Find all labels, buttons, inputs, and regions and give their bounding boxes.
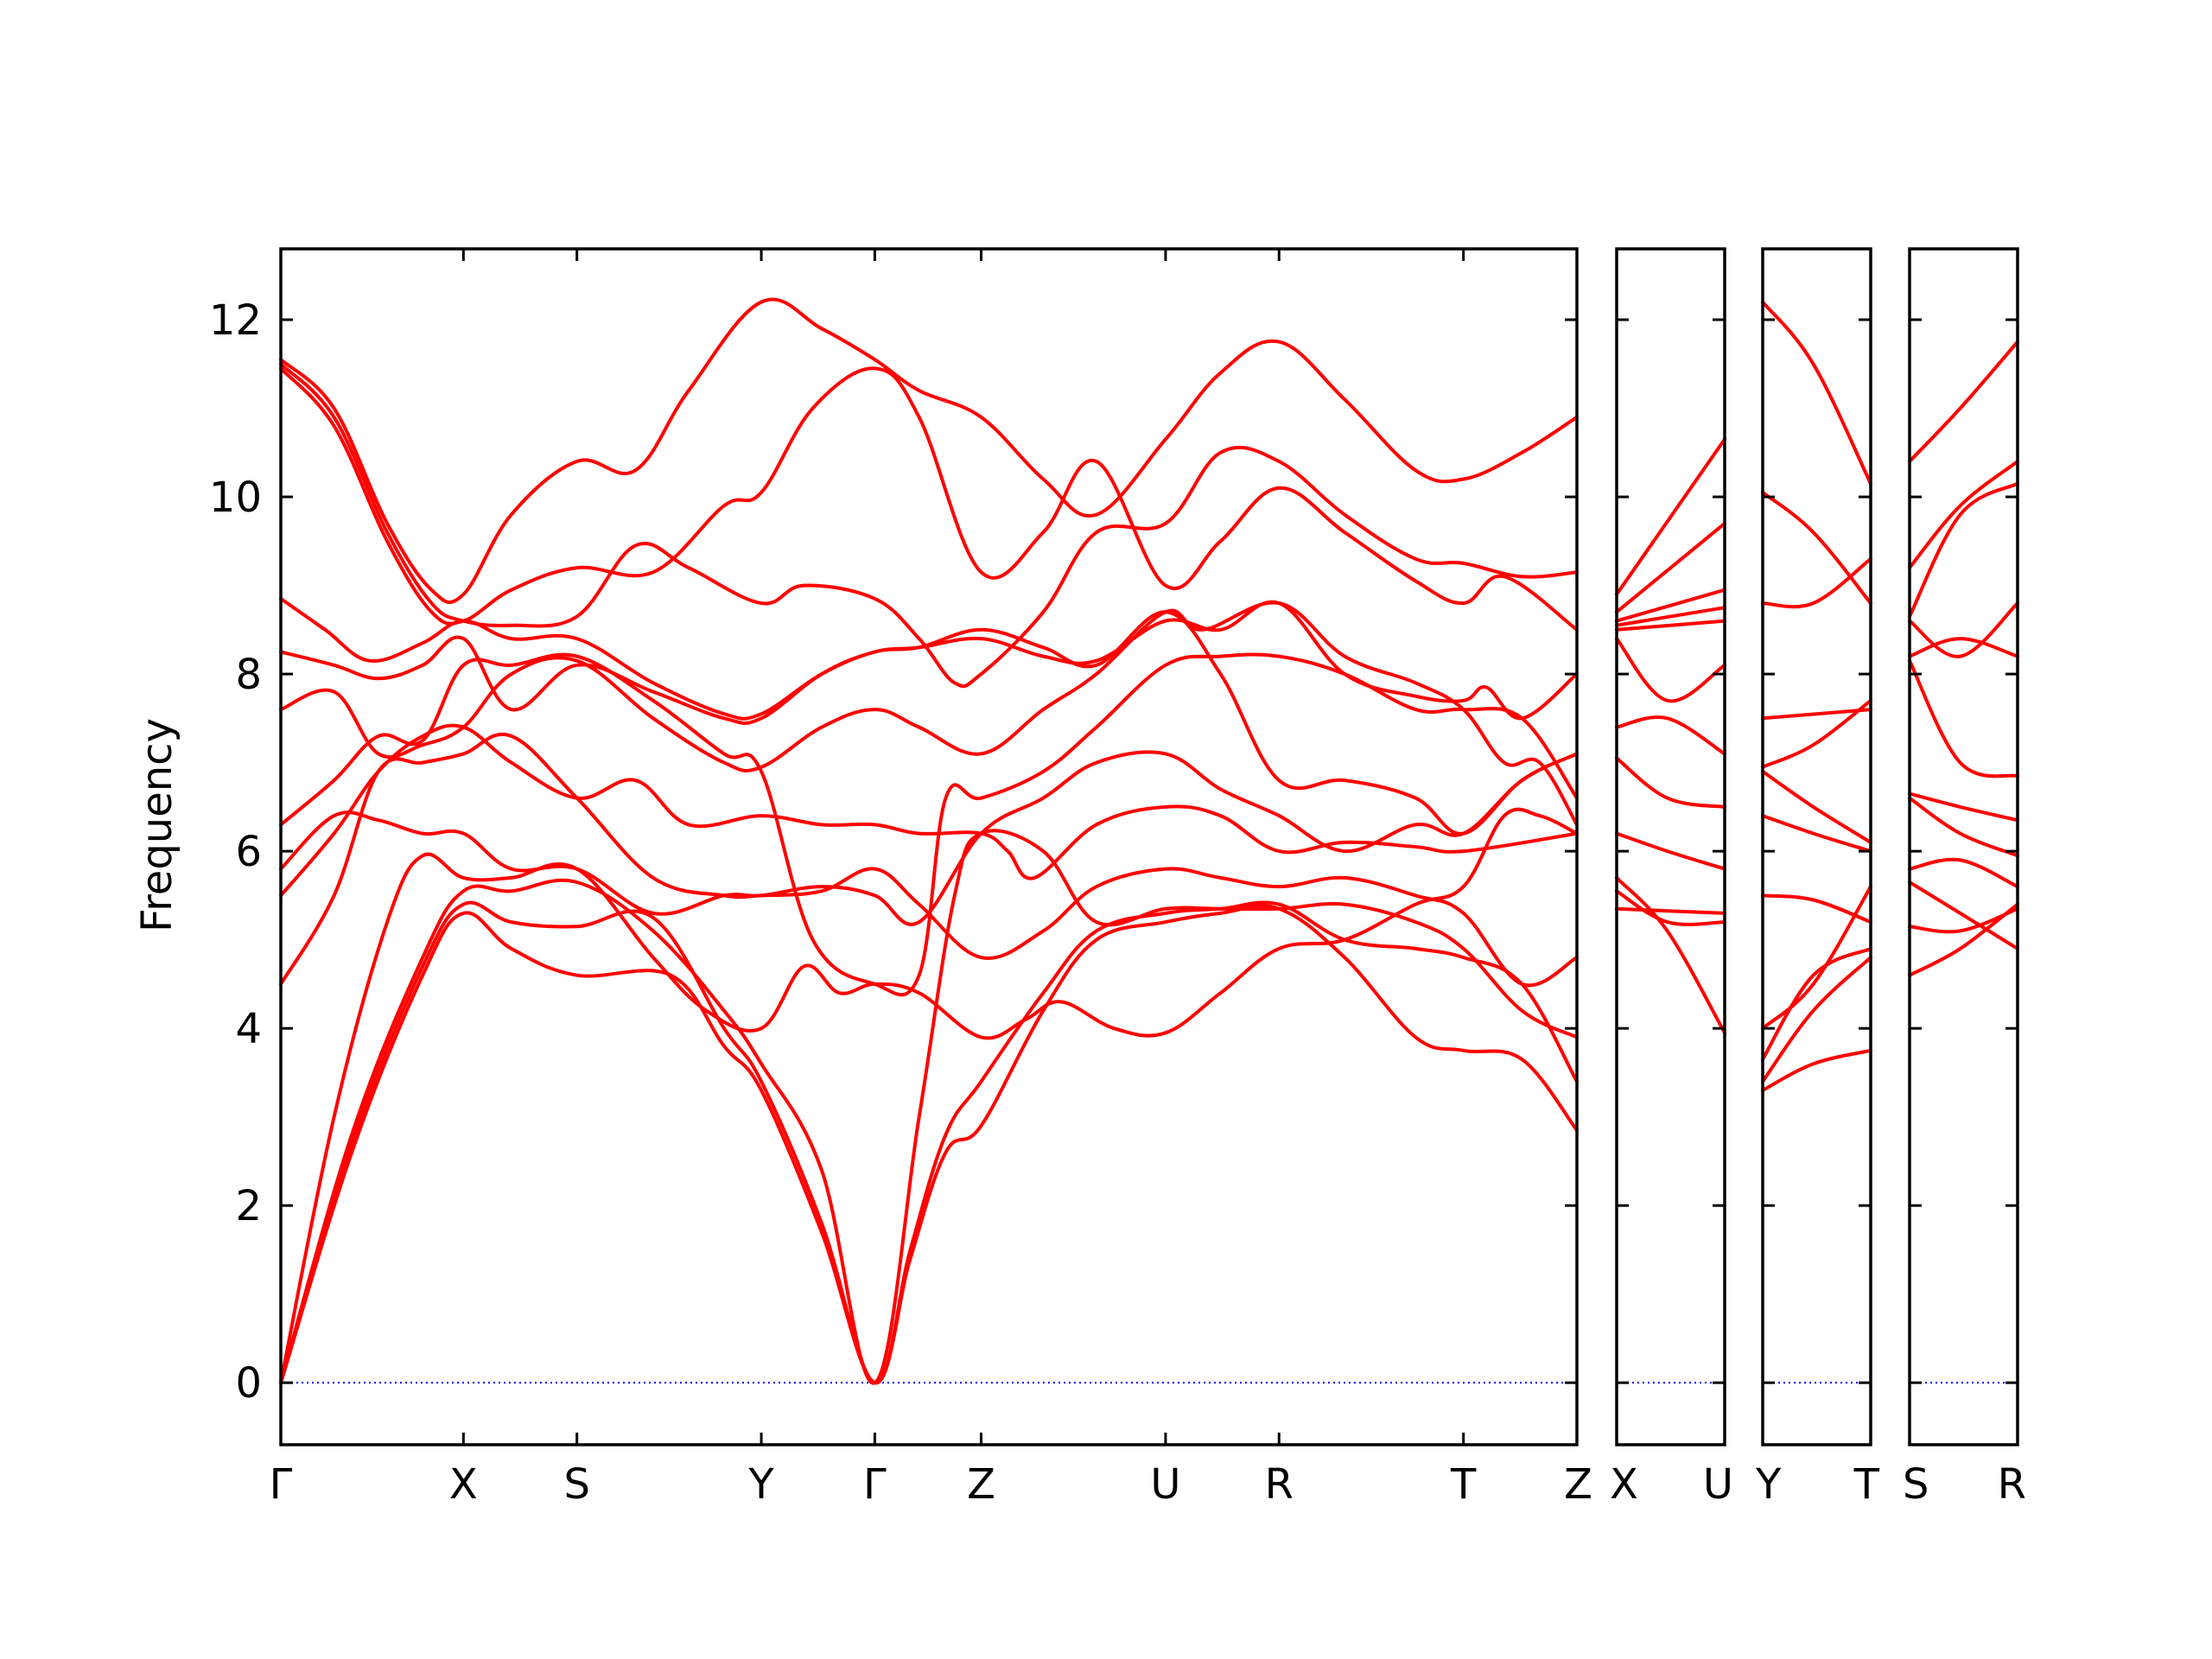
x-tick-label: X [1610, 1460, 1638, 1509]
band-line-4 [1761, 885, 1872, 1031]
x-tick-label: U [1703, 1460, 1733, 1509]
band-line-11 [1761, 490, 1872, 606]
x-tick-label: S [1903, 1460, 1929, 1509]
band-line-10 [1615, 588, 1726, 623]
band-line-6 [1615, 715, 1726, 756]
band-line-4 [1908, 857, 2019, 889]
band-line-11 [1908, 460, 2019, 570]
band-line-12 [1908, 340, 2019, 463]
y-tick-label: 12 [209, 296, 262, 345]
x-tick-label: R [1998, 1460, 2026, 1509]
x-tick-label: Z [967, 1460, 995, 1509]
x-tick-label: Y [1755, 1460, 1782, 1509]
band-line-9 [279, 601, 1579, 827]
y-tick-label: 0 [235, 1359, 262, 1408]
panel-frame [1761, 247, 1872, 1446]
band-line-2 [1908, 906, 2019, 934]
x-tick-label: Γ [270, 1460, 293, 1509]
band-line-9 [1908, 601, 2019, 658]
band-line-13 [279, 366, 1579, 632]
band-line-12 [279, 362, 1579, 689]
band-line-1 [1761, 1048, 1872, 1092]
y-tick-label: 10 [209, 474, 262, 522]
band-line-12 [1761, 300, 1872, 486]
band-line-6 [1761, 814, 1872, 854]
band-line-4 [1615, 831, 1726, 871]
y-tick-label: 4 [235, 1005, 262, 1053]
x-tick-label: T [1450, 1460, 1477, 1509]
x-tick-label: R [1265, 1460, 1294, 1509]
y-tick-label: 8 [235, 651, 262, 699]
band-line-1 [1615, 875, 1726, 1035]
band-line-2 [1615, 889, 1726, 926]
band-line-9 [1615, 606, 1726, 627]
band-line-10 [1761, 556, 1872, 609]
x-tick-label: Γ [863, 1460, 887, 1509]
panel-frame [279, 247, 1579, 1446]
x-tick-label: S [563, 1460, 589, 1509]
x-tick-label: T [1853, 1460, 1880, 1509]
band-line-3 [1761, 946, 1872, 1061]
band-line-5 [1908, 796, 2019, 858]
band-line-5 [1761, 893, 1872, 925]
x-tick-label: X [449, 1460, 478, 1509]
y-axis-label: Frequency [133, 718, 181, 932]
band-line-6 [1908, 791, 2019, 823]
band-line-3 [279, 829, 1579, 1385]
band-line-7 [1615, 637, 1726, 703]
band-line-2 [1761, 956, 1872, 1084]
band-line-8 [1908, 637, 2019, 658]
band-line-5 [279, 732, 1579, 988]
band-line-2 [279, 900, 1579, 1385]
band-line-7 [279, 750, 1579, 926]
panel-frame [1908, 247, 2019, 1446]
band-line-9 [1761, 708, 1872, 721]
band-line-12 [1615, 437, 1726, 596]
band-line-10 [1908, 481, 2019, 619]
band-line-3 [1615, 906, 1726, 915]
band-line-7 [1908, 658, 2019, 779]
panel-frame [1615, 247, 1726, 1446]
band-line-1 [279, 904, 1579, 1385]
band-line-8 [1615, 619, 1726, 632]
band-line-7 [1761, 769, 1872, 844]
x-tick-label: Z [1564, 1460, 1592, 1509]
x-tick-label: U [1150, 1460, 1180, 1509]
y-tick-label: 6 [235, 828, 262, 876]
x-tick-label: Y [747, 1460, 774, 1509]
band-line-6 [279, 723, 1579, 898]
band-line-3 [1908, 880, 2019, 950]
band-line-11 [1615, 521, 1726, 614]
band-line-14 [279, 297, 1579, 604]
band-line-8 [279, 652, 1579, 997]
panel-1: 0 2 4 6 8 10 12 Γ X S Y Γ Z U R T Z [209, 247, 1592, 1509]
y-tick-label: 2 [235, 1182, 262, 1230]
band-line-4 [279, 807, 1579, 1385]
band-line-5 [1615, 756, 1726, 809]
